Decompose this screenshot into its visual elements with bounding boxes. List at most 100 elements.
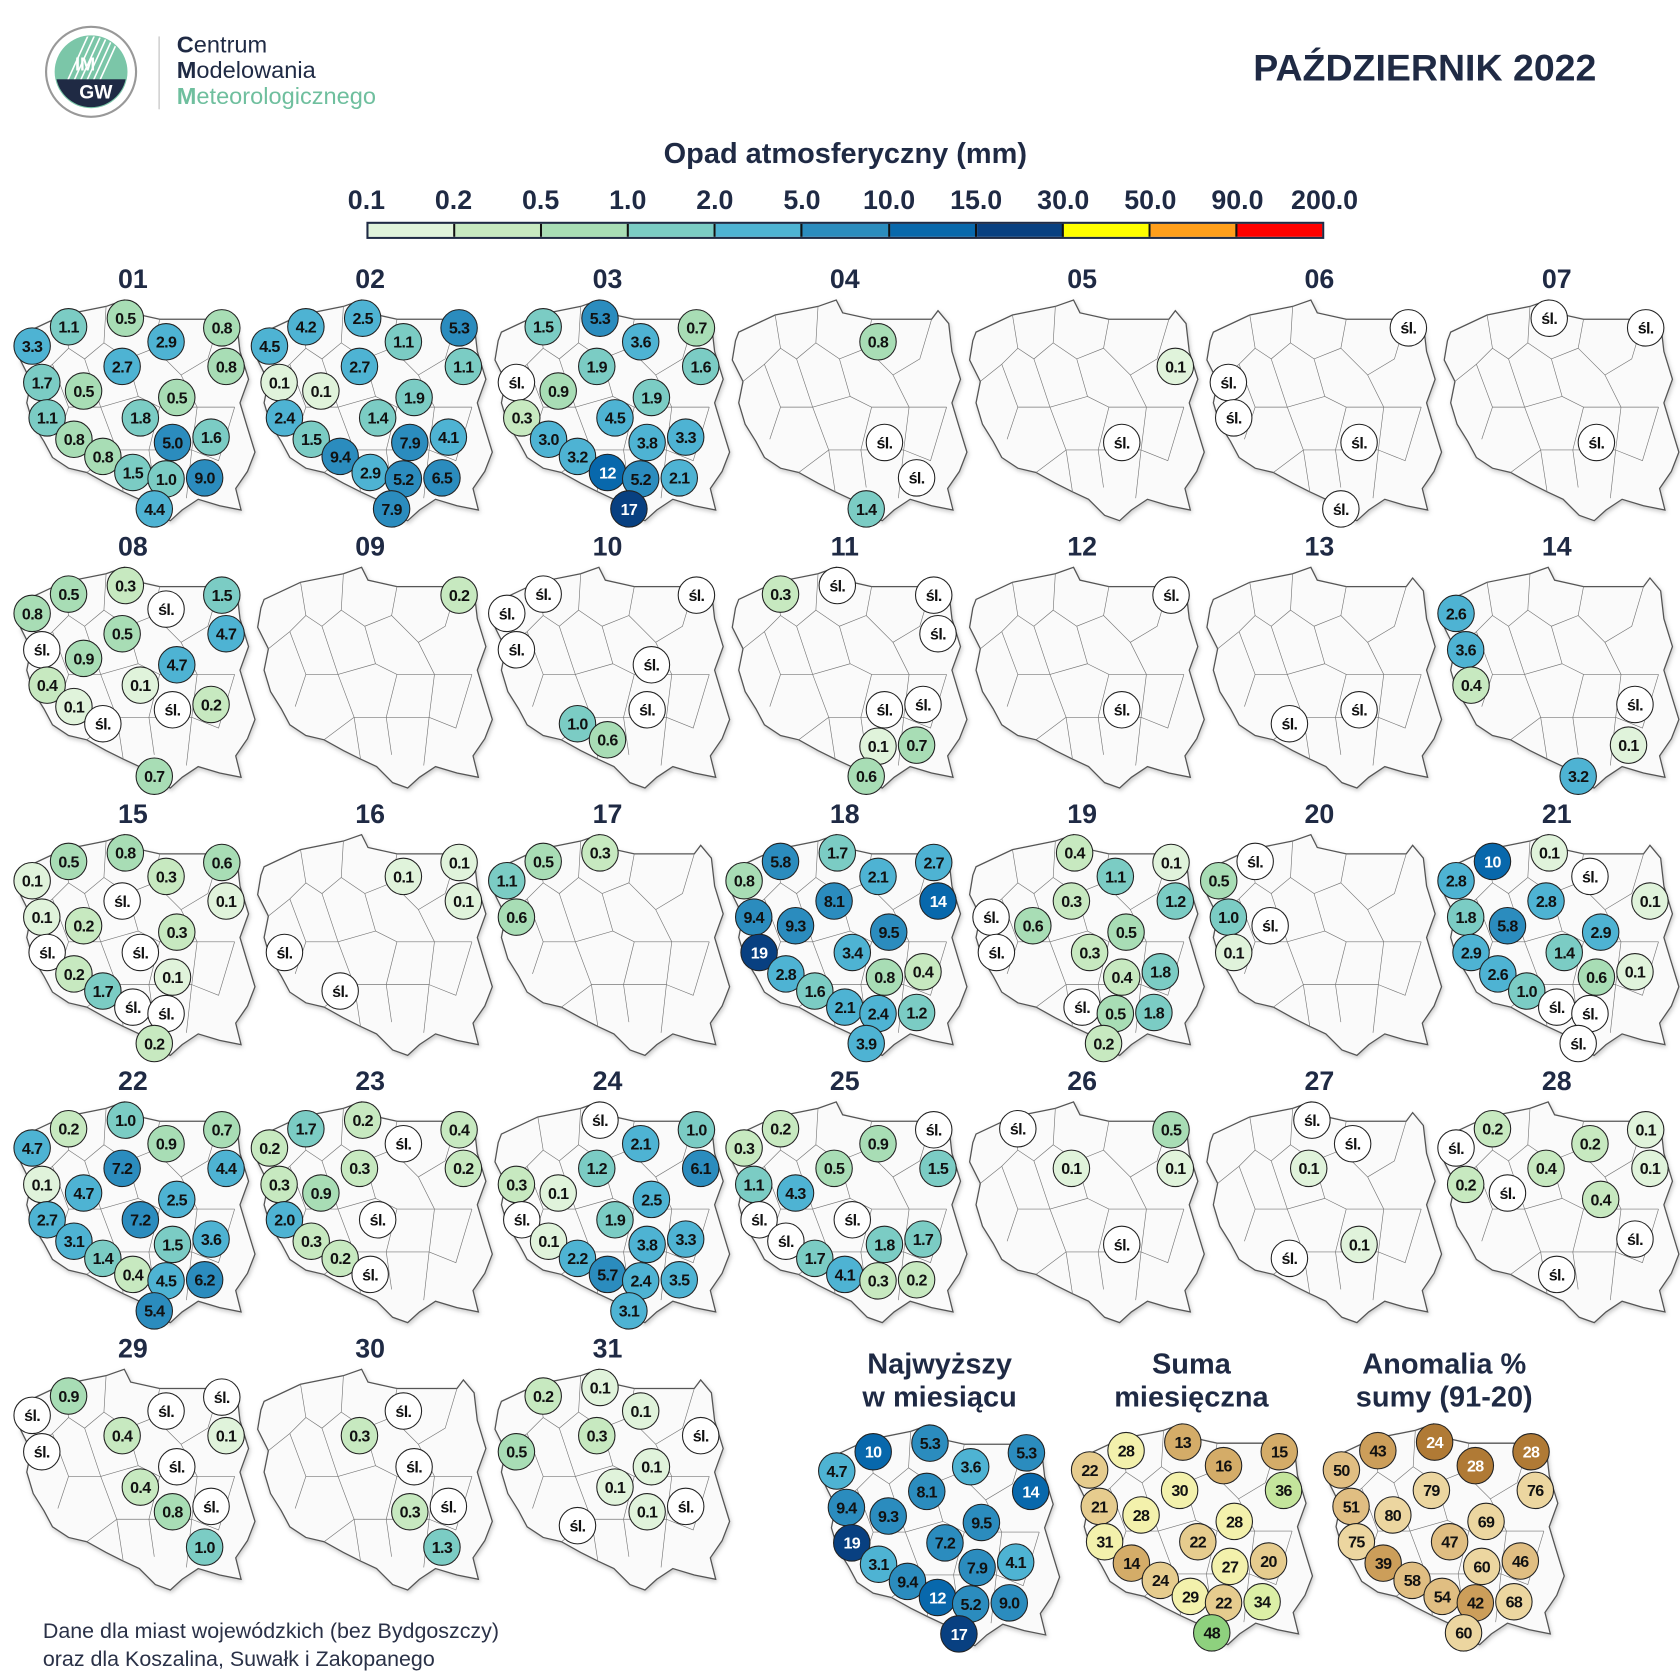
station-circle [1467,1502,1505,1541]
station-value-marker: 0.3 [761,575,800,613]
station-value-marker: 24 [1141,1561,1180,1600]
trace-precip-marker: śl. [1322,490,1360,528]
station-circle [103,882,141,920]
station-value-marker: 1.0 [1507,972,1546,1010]
station-value: 6.5 [432,470,453,488]
station-value: śl. [643,657,659,675]
voivodeship-border [1335,1251,1342,1290]
station-value: 9.5 [879,924,900,942]
day-map: śl. 0.5 0.1 0.1 śl. [968,1101,1205,1324]
day-label: 17 [593,799,623,829]
brand-divider [158,36,160,110]
voivodeship-border [385,984,392,1023]
station-circle [391,1492,429,1531]
station-value-marker: 0.8 [13,594,51,633]
station-value-marker: 0.3 [340,1149,379,1188]
station-value: 0.4 [112,1428,133,1446]
station-circle [524,308,562,346]
station-value: 12 [929,1589,946,1607]
station-value-marker: 47 [1430,1522,1469,1561]
station-value: śl. [909,470,925,488]
station-circle [343,299,382,337]
station-circle [869,1497,907,1535]
station-value-marker: 21 [1080,1487,1119,1526]
station-circle [340,1416,379,1455]
station-value: 51 [1343,1498,1360,1516]
station-circle [429,1487,468,1526]
voivodeship-border [423,717,430,766]
station-circle [321,972,359,1010]
station-value: 2.9 [360,464,381,482]
station-circle [358,399,397,437]
station-value-marker: 0.4 [1452,666,1490,704]
station-value-marker: 0.3 [260,1165,298,1204]
station-circle [632,378,671,417]
station-circle [596,399,634,437]
voivodeship-border [1527,319,1584,360]
station-value: 0.5 [824,1160,845,1178]
station-value: śl. [276,944,292,962]
station-circle [28,399,66,437]
voivodeship-border [68,573,107,627]
station-value: 7.2 [935,1535,956,1553]
station-value: 5.3 [590,310,611,328]
station-value: 14 [1123,1555,1140,1573]
station-value-marker: 0.1 [1609,726,1648,764]
station-value: 4.7 [216,626,237,644]
station-circle [1337,1522,1376,1561]
station-circle [897,726,936,764]
voivodeship-border [1065,1251,1073,1294]
station-circle [1103,423,1141,462]
day-label: 21 [1542,799,1572,829]
station-value-marker: 1.4 [847,490,885,528]
voivodeship-border [628,1388,695,1445]
station-value-marker: 4.1 [826,1255,864,1294]
station-value-marker: 1.1 [488,861,526,900]
station-value-marker: 17 [940,1615,978,1653]
trace-precip-marker: śl. [1103,691,1141,729]
station-circle [1260,1432,1299,1471]
station-value: 13 [1175,1434,1192,1452]
station-circle [440,843,478,882]
station-value-marker: 2.4 [621,1262,660,1300]
day-label: 25 [830,1066,860,1096]
station-circle [865,1225,904,1264]
station-circle [1007,1434,1046,1472]
station-circle [1141,1561,1180,1600]
station-circle [384,323,423,361]
station-value: 1.7 [827,845,848,863]
station-value-marker: 0.1 [1631,882,1669,920]
station-circle [1014,906,1052,945]
station-value-marker: 2.6 [1479,955,1517,993]
station-value-marker: 6.5 [423,459,461,497]
station-value-marker: 1.5 [919,1149,957,1188]
station-value: 0.2 [330,1250,351,1268]
station-circle [1084,1024,1123,1063]
station-circle [351,1255,389,1294]
station-value: 7.2 [130,1212,151,1230]
station-value-marker: 51 [1332,1487,1370,1526]
legend-swatch [1237,223,1323,237]
station-circle [740,933,778,972]
station-circle [596,1201,634,1239]
station-value: 0.4 [1536,1160,1557,1178]
station-value-marker: 1.1 [444,347,483,386]
trace-precip-marker: śl. [384,1392,423,1430]
station-circle [1537,1255,1576,1294]
station-circle [1359,1431,1397,1470]
voivodeship-border [191,407,235,462]
station-value-marker: 3.6 [192,1220,230,1258]
station-circle [13,594,51,633]
station-value-marker: 2.7 [103,347,141,386]
station-value-marker: 5.3 [440,309,478,347]
station-circle [1530,299,1568,337]
trace-precip-marker: śl. [1437,1129,1475,1167]
day-map: śl. śl. śl. śl. śl. śl. 1.0 0.6 [488,566,731,789]
station-value: 31 [1096,1534,1113,1552]
station-value-marker: 0.1 [302,372,340,410]
day-label: 20 [1305,799,1335,829]
station-value-marker: 28 [1122,1496,1160,1534]
voivodeship-border [1125,1430,1164,1484]
voivodeship-border [1254,306,1293,360]
station-circle [911,1424,949,1462]
